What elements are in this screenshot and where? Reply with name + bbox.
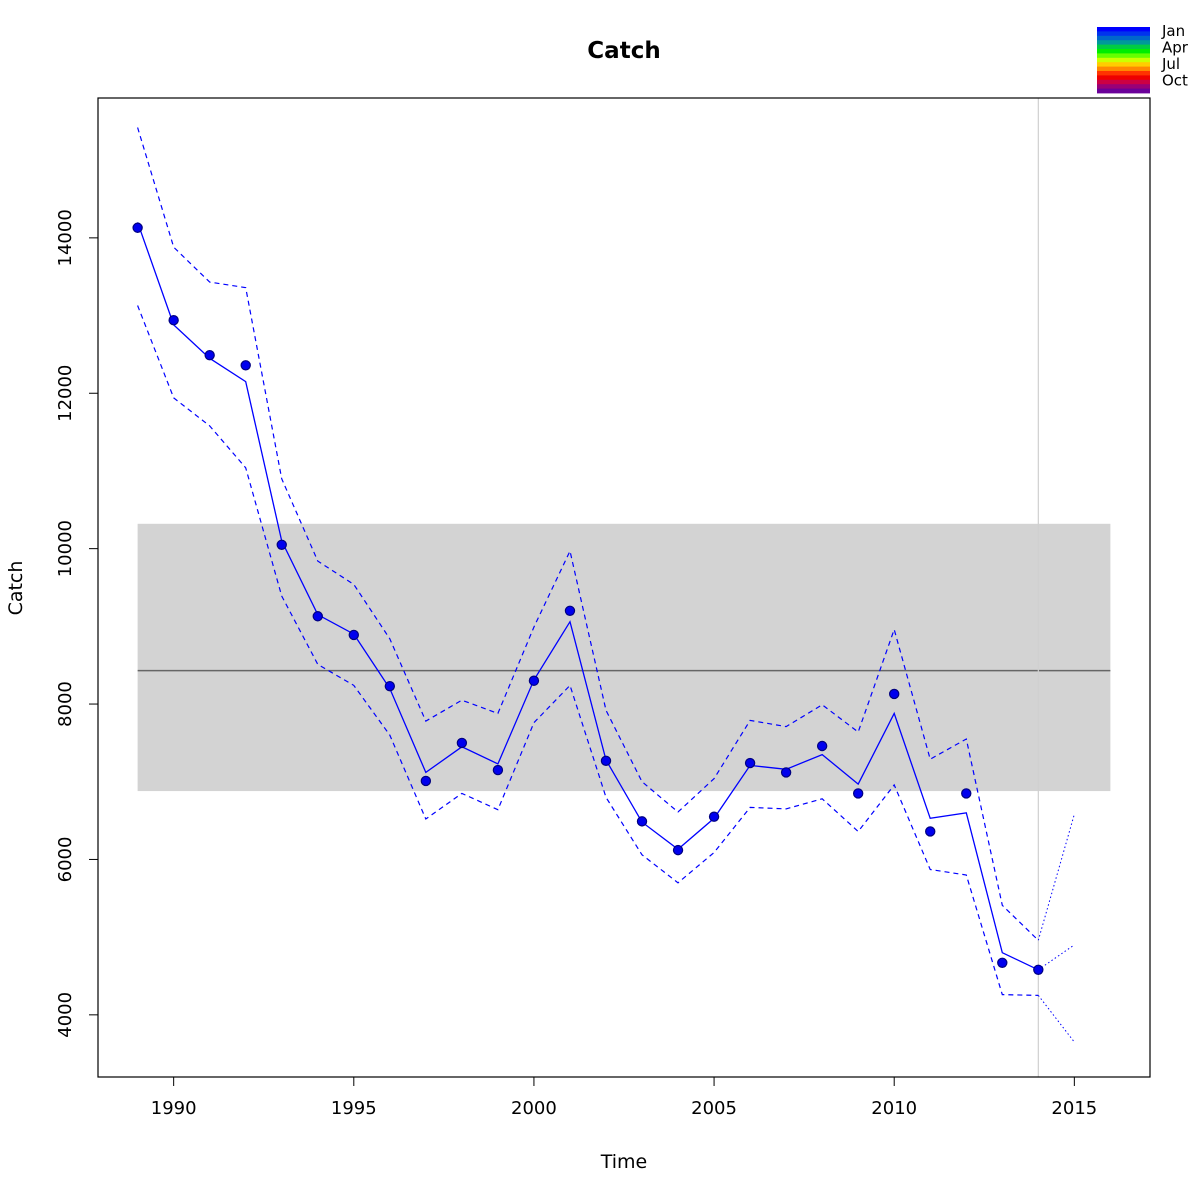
y-axis: 4000 6000 8000 10000 12000 14000: [55, 209, 99, 1038]
x-tick-label: 1995: [331, 1098, 377, 1119]
fitted-line: [136, 222, 1039, 971]
y-tick-label: 8000: [55, 681, 76, 727]
data-point: [384, 680, 396, 692]
data-point: [672, 844, 684, 856]
data-point: [420, 775, 432, 787]
x-tick-label: 1990: [151, 1098, 197, 1119]
data-point: [564, 605, 576, 617]
y-tick-label: 10000: [55, 520, 76, 577]
data-point: [925, 826, 936, 837]
forecast-upper-line: [1037, 814, 1075, 941]
legend-label: Jul: [1161, 55, 1180, 73]
legend-label: Jan: [1161, 22, 1185, 40]
data-point: [168, 315, 179, 326]
data-point: [276, 539, 287, 550]
x-axis: 1990 1995 2000 2005 2010 2015: [151, 1076, 1097, 1119]
legend-swatch: [1097, 84, 1150, 89]
data-point: [204, 349, 215, 361]
forecast-lower-line: [1037, 995, 1075, 1043]
legend-swatch: [1097, 35, 1150, 41]
legend-swatch: [1097, 40, 1150, 45]
y-tick-label: 14000: [55, 209, 76, 266]
legend-swatch: [1097, 53, 1150, 59]
data-point: [961, 788, 972, 799]
data-point: [780, 767, 792, 778]
legend-swatch: [1097, 57, 1150, 63]
legend-swatch: [1097, 27, 1150, 32]
data-point: [528, 675, 540, 686]
legend-swatch: [1097, 88, 1150, 94]
legend-label: Apr: [1162, 39, 1189, 57]
x-axis-label: Time: [600, 1151, 648, 1173]
y-tick-label: 6000: [55, 837, 76, 883]
x-tick-label: 2005: [691, 1098, 737, 1119]
lower-bound-line: [137, 305, 1039, 996]
y-tick-label: 4000: [55, 992, 76, 1038]
legend-swatch: [1097, 75, 1150, 81]
x-tick-label: 2015: [1051, 1098, 1097, 1119]
legend-swatch: [1097, 71, 1150, 76]
data-point: [456, 737, 468, 749]
data-point: [600, 755, 612, 766]
data-point: [852, 788, 864, 799]
data-point: [1033, 964, 1044, 975]
data-point: [744, 757, 756, 769]
data-point: [348, 629, 359, 641]
data-point: [636, 816, 648, 827]
x-tick-label: 2010: [871, 1098, 917, 1119]
data-point: [816, 740, 828, 752]
legend-swatch: [1097, 44, 1150, 50]
y-axis-label: Catch: [5, 561, 27, 616]
legend-swatch: [1097, 79, 1150, 85]
legend-swatch: [1097, 62, 1150, 67]
data-point: [997, 957, 1008, 968]
plot-area: [132, 98, 1111, 1077]
y-tick-label: 12000: [55, 365, 76, 422]
data-point: [708, 811, 720, 822]
data-point: [312, 611, 323, 622]
reference-band: [137, 523, 1111, 792]
forecast-mean-line: [1038, 944, 1075, 971]
legend-label: Oct: [1162, 72, 1188, 90]
legend-swatch: [1097, 31, 1150, 37]
data-point: [240, 360, 251, 371]
data-point: [889, 688, 900, 700]
chart-title: Catch: [587, 38, 660, 64]
data-point: [132, 222, 143, 233]
legend-swatch: [1097, 49, 1150, 54]
data-point: [492, 764, 504, 776]
legend-swatch: [1097, 66, 1150, 72]
x-tick-label: 2000: [511, 1098, 557, 1119]
